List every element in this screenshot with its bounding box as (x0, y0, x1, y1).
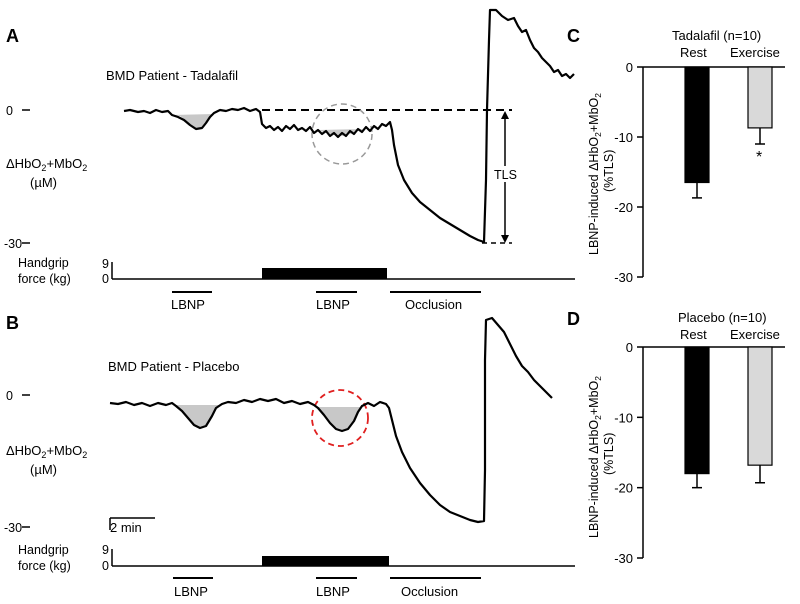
panel-a-ylabel: ΔHbO2+MbO2 (6, 156, 87, 173)
panel-a-tls-bg (491, 166, 521, 182)
panel-a-handgrip-tick-top: 9 (102, 257, 109, 271)
panel-b-lbnp2-label: LBNP (316, 584, 350, 599)
panel-c-cat-rest: Rest (680, 45, 707, 60)
panel-a-ytick-top: 0 (6, 104, 13, 118)
panel-b: B BMD Patient - Placebo 0 -30 ΔHbO2+MbO2… (4, 313, 575, 599)
panel-b-lbnp2-shade (318, 407, 362, 430)
panel-d-cat-exercise: Exercise (730, 327, 780, 342)
panel-b-handgrip-bar (262, 556, 389, 566)
panel-c-ylabel-unit: (%TLS) (602, 150, 616, 192)
panel-d-ytick-label: -20 (614, 481, 633, 496)
panel-label-b: B (6, 313, 19, 333)
panel-a-lbnp1-label: LBNP (171, 297, 205, 312)
panel-b-ylabel-unit: (µM) (30, 462, 57, 477)
panel-d-bar-rest (684, 346, 710, 475)
panel-label-a: A (6, 26, 19, 46)
panel-a-occlusion-label: Occlusion (405, 297, 462, 312)
panel-b-handgrip-label2: force (kg) (18, 559, 71, 573)
panel-d-ytick-label: -30 (614, 551, 633, 566)
panel-c-title: Tadalafil (n=10) (672, 28, 761, 43)
panel-d-ytick-label: 0 (626, 340, 633, 355)
panel-label-c: C (567, 26, 580, 46)
panel-a-lbnp2-label: LBNP (316, 297, 350, 312)
panel-a-handgrip-bar (262, 268, 387, 279)
panel-b-ylabel: ΔHbO2+MbO2 (6, 443, 87, 460)
panel-d-bar-exercise (747, 346, 773, 466)
panel-a-tls-arrowhead-down (501, 235, 509, 243)
panel-c-cat-exercise: Exercise (730, 45, 780, 60)
panel-b-title: BMD Patient - Placebo (108, 359, 240, 374)
panel-a-title: BMD Patient - Tadalafil (106, 68, 238, 83)
panel-b-occlusion-label: Occlusion (401, 584, 458, 599)
panel-c: C Tadalafil (n=10) Rest Exercise LBNP-in… (567, 26, 785, 285)
panel-a: A BMD Patient - Tadalafil 0 -30 ΔHbO2+Mb… (4, 8, 575, 312)
panel-a-handgrip-label2: force (kg) (18, 272, 71, 286)
panel-b-highlight-circle (311, 389, 369, 447)
panel-a-handgrip-label1: Handgrip (18, 256, 69, 270)
panel-c-ytick-label: -30 (614, 270, 633, 285)
panel-b-ytick-top: 0 (6, 389, 13, 403)
panel-c-ytick-label: -20 (614, 200, 633, 215)
panel-b-trace (109, 316, 553, 524)
panel-b-handgrip-label1: Handgrip (18, 543, 69, 557)
panel-b-lbnp1-label: LBNP (174, 584, 208, 599)
panel-d-cat-rest: Rest (680, 327, 707, 342)
panel-a-trace (123, 8, 575, 244)
panel-b-handgrip-tick-bottom: 0 (102, 559, 109, 573)
panel-a-tls-label: TLS (494, 168, 517, 182)
panel-a-tls-arrowhead-up (501, 111, 509, 119)
panel-d-ylabel: LBNP-induced ΔHbO2+MbO2 (587, 376, 603, 538)
panel-b-ytick-bottom: -30 (4, 521, 22, 535)
panel-d-ylabel-group: LBNP-induced ΔHbO2+MbO2 (%TLS) (587, 376, 616, 538)
panel-d-title: Placebo (n=10) (678, 310, 767, 325)
panel-a-highlight-circle (311, 103, 373, 165)
panel-c-ytick-label: -10 (614, 130, 633, 145)
panel-c-bar-rest (684, 66, 710, 184)
panel-label-d: D (567, 309, 580, 329)
panel-b-handgrip-tick-top: 9 (102, 543, 109, 557)
panel-d-ylabel-unit: (%TLS) (602, 433, 616, 475)
panel-a-handgrip-tick-bottom: 0 (102, 272, 109, 286)
panel-c-significance-marker: * (756, 149, 762, 166)
panel-c-ytick-label: 0 (626, 60, 633, 75)
panel-d-ytick-label: -10 (614, 410, 633, 425)
panel-a-ylabel-unit: (µM) (30, 175, 57, 190)
panel-a-ytick-bottom: -30 (4, 237, 22, 251)
panel-c-bar-exercise (747, 66, 773, 129)
panel-c-ylabel-group: LBNP-induced ΔHbO2+MbO2 (%TLS) (587, 93, 616, 255)
panel-c-ylabel: LBNP-induced ΔHbO2+MbO2 (587, 93, 603, 255)
panel-d: D Placebo (n=10) Rest Exercise LBNP-indu… (567, 309, 785, 566)
panel-b-scale-label: 2 min (110, 520, 142, 535)
panel-b-lbnp1-shade (176, 405, 220, 427)
